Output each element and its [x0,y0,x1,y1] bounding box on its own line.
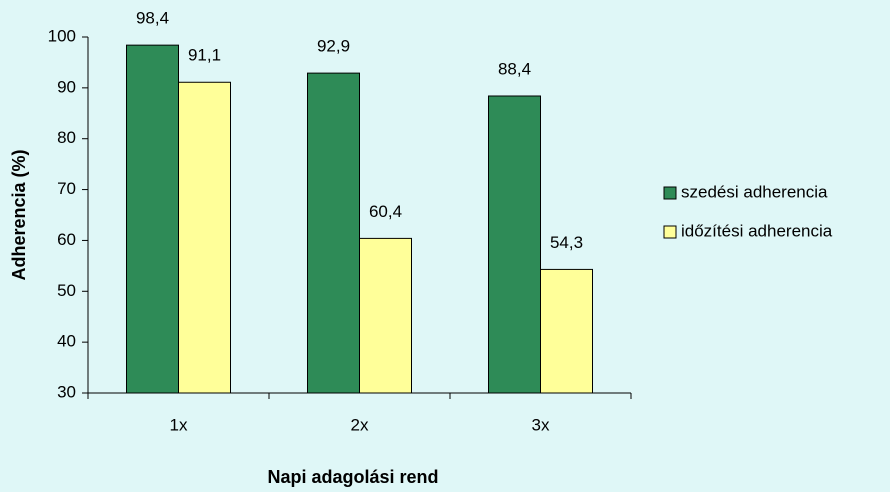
x-tick-label: 2x [351,415,369,434]
y-tick-label: 40 [57,332,76,351]
value-label: 60,4 [369,202,402,221]
value-label: 54,3 [550,233,583,252]
value-label: 88,4 [498,59,531,78]
value-label: 92,9 [317,37,350,56]
bar [307,72,360,394]
legend-label: időzítési adherencia [681,221,833,240]
legend-swatch [663,186,677,200]
y-axis-title: Adherencia (%) [9,149,29,280]
x-tick-label: 3x [532,415,550,434]
y-tick-label: 60 [57,230,76,249]
y-tick-label: 100 [48,26,76,45]
value-label: 91,1 [188,46,221,65]
legend-swatch [663,225,677,239]
value-label: 98,4 [136,9,169,28]
y-tick-label: 80 [57,128,76,147]
x-axis-title: Napi adagolási rend [267,467,438,487]
bar [359,237,412,394]
bar [488,95,541,394]
bar [540,268,593,394]
y-tick-label: 90 [57,77,76,96]
y-tick-label: 70 [57,179,76,198]
y-tick-label: 50 [57,281,76,300]
legend-label: szedési adherencia [681,182,828,201]
bar [126,44,179,394]
bar [178,81,231,394]
y-tick-label: 30 [57,382,76,401]
x-tick-label: 1x [170,415,188,434]
